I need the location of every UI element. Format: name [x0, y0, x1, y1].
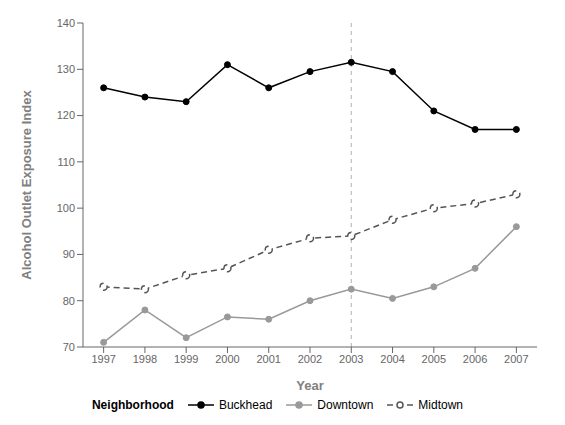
svg-text:110: 110 [57, 156, 75, 168]
svg-text:2004: 2004 [380, 353, 404, 365]
html-text:Neighborhood: Neighborhood [92, 398, 174, 412]
svg-text:1999: 1999 [174, 353, 198, 365]
html-text:Downtown: Downtown [317, 398, 374, 412]
svg-text:70: 70 [63, 341, 75, 353]
svg-text:1998: 1998 [133, 353, 157, 365]
html-text:Buckhead: Buckhead [218, 398, 273, 412]
svg-text:2003: 2003 [339, 353, 363, 365]
svg-text:Year: Year [296, 378, 323, 393]
svg-text:90: 90 [63, 248, 75, 260]
html-text:Midtown: Midtown [418, 398, 463, 412]
svg-text:120: 120 [57, 109, 75, 121]
svg-text:2007: 2007 [504, 353, 528, 365]
svg-text:130: 130 [57, 63, 75, 75]
svg-text:1997: 1997 [91, 353, 115, 365]
svg-text:2000: 2000 [215, 353, 239, 365]
svg-text:2005: 2005 [422, 353, 446, 365]
svg-text:Alcohol Outlet Exposure Index: Alcohol Outlet Exposure Index [19, 90, 34, 280]
svg-text:2006: 2006 [463, 353, 487, 365]
svg-text:80: 80 [63, 295, 75, 307]
svg-text:100: 100 [57, 202, 75, 214]
svg-text:2002: 2002 [298, 353, 322, 365]
svg-text:140: 140 [57, 17, 75, 29]
svg-text:2001: 2001 [256, 353, 280, 365]
